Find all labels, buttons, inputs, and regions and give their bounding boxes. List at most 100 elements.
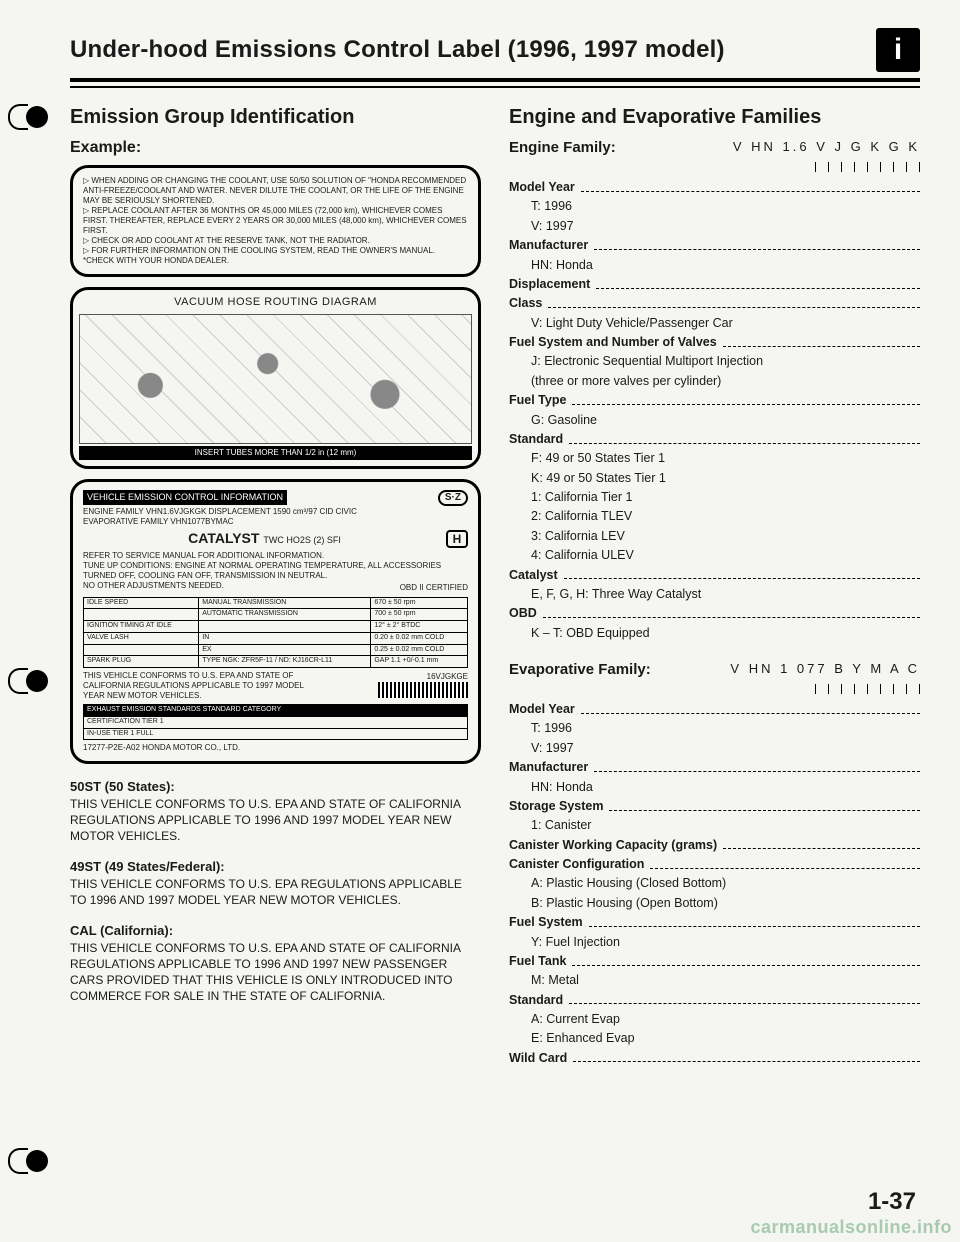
tree-key: OBD	[509, 604, 920, 623]
tree-key: Manufacturer	[509, 758, 920, 777]
tab-marker-icon	[8, 666, 54, 696]
tab-marker-icon	[8, 102, 54, 132]
engine-code: 16VJGKGE	[427, 672, 468, 681]
tree-item: 1: Canister	[509, 816, 920, 835]
tree-key: Fuel System	[509, 913, 920, 932]
tree-item: G: Gasoline	[509, 411, 920, 430]
diagram-caption: INSERT TUBES MORE THAN 1/2 in (12 mm)	[79, 446, 472, 460]
page-number: 1-37	[868, 1188, 916, 1216]
right-column: Engine and Evaporative Families Engine F…	[509, 106, 920, 1068]
veci-noadjust: NO OTHER ADJUSTMENTS NEEDED.	[83, 581, 224, 593]
tree-item: J: Electronic Sequential Multiport Injec…	[509, 352, 920, 371]
coolant-note: ▷ REPLACE COOLANT AFTER 36 MONTHS OR 45,…	[83, 206, 468, 236]
tree-key: Wild Card	[509, 1049, 920, 1068]
tree-key: Standard	[509, 991, 920, 1010]
table-row: AUTOMATIC TRANSMISSION700 ± 50 rpm	[84, 609, 468, 621]
state-heading: 49ST (49 States/Federal):	[70, 858, 481, 876]
tree-key: Storage System	[509, 797, 920, 816]
state-heading: CAL (California):	[70, 922, 481, 940]
veci-label-box: VEHICLE EMISSION CONTROL INFORMATION S·Z…	[70, 479, 481, 765]
catalyst-sub: TWC HO2S (2) SFI	[263, 535, 341, 545]
tree-key: Canister Working Capacity (grams)	[509, 836, 920, 855]
tree-item: A: Plastic Housing (Closed Bottom)	[509, 874, 920, 893]
tree-item: (three or more valves per cylinder)	[509, 372, 920, 391]
table-row: SPARK PLUGTYPE NGK: ZFR5F-11 / ND: KJ16C…	[84, 656, 468, 668]
coolant-note: ▷ WHEN ADDING OR CHANGING THE COOLANT, U…	[83, 176, 468, 206]
state-block: 50ST (50 States): THIS VEHICLE CONFORMS …	[70, 778, 481, 844]
veci-refer: REFER TO SERVICE MANUAL FOR ADDITIONAL I…	[83, 551, 468, 561]
state-block: 49ST (49 States/Federal): THIS VEHICLE C…	[70, 858, 481, 908]
tree-item: HN: Honda	[509, 778, 920, 797]
tree-item: F: 49 or 50 States Tier 1	[509, 449, 920, 468]
tree-item: A: Current Evap	[509, 1010, 920, 1029]
tree-item: 2: California TLEV	[509, 507, 920, 526]
tree-item: V: Light Duty Vehicle/Passenger Car	[509, 314, 920, 333]
tree-item: K – T: OBD Equipped	[509, 624, 920, 643]
vacuum-routing-diagram	[79, 314, 472, 444]
state-body: THIS VEHICLE CONFORMS TO U.S. EPA AND ST…	[70, 796, 481, 845]
table-row: IDLE SPEEDMANUAL TRANSMISSION670 ± 50 rp…	[84, 597, 468, 609]
emission-group-heading: Emission Group Identification	[70, 106, 481, 129]
state-body: THIS VEHICLE CONFORMS TO U.S. EPA REGULA…	[70, 876, 481, 908]
catalyst-label: CATALYST	[188, 530, 259, 546]
evap-family-head: Evaporative Family: V HN 1 077 B Y M A C	[509, 661, 920, 678]
tree-key: Standard	[509, 430, 920, 449]
cert-row: CERTIFICATION TIER 1	[84, 716, 468, 728]
obd-certified: OBD II CERTIFIED	[400, 583, 468, 593]
coolant-note: *CHECK WITH YOUR HONDA DEALER.	[83, 256, 468, 266]
part-number: 17277-P2E-A02 HONDA MOTOR CO., LTD.	[83, 743, 468, 753]
page-title: Under-hood Emissions Control Label (1996…	[70, 36, 725, 64]
barcode-icon	[378, 682, 468, 698]
honda-h-badge-icon: H	[446, 530, 468, 548]
table-row: IGNITION TIMING AT IDLE12° ± 2° BTDC	[84, 621, 468, 633]
tree-item: 4: California ULEV	[509, 546, 920, 565]
info-icon: i	[876, 28, 920, 72]
tree-item: E, F, G, H: Three Way Catalyst	[509, 585, 920, 604]
title-bar: Under-hood Emissions Control Label (1996…	[70, 28, 920, 82]
tree-item: E: Enhanced Evap	[509, 1029, 920, 1048]
veci-line: ENGINE FAMILY VHN1.6VJGKGK DISPLACEMENT …	[83, 507, 468, 517]
veci-conforms: THIS VEHICLE CONFORMS TO U.S. EPA AND ST…	[83, 671, 322, 701]
state-block: CAL (California): THIS VEHICLE CONFORMS …	[70, 922, 481, 1004]
tree-item: M: Metal	[509, 971, 920, 990]
tune-up-table: IDLE SPEEDMANUAL TRANSMISSION670 ± 50 rp…	[83, 597, 468, 669]
tree-item: B: Plastic Housing (Open Bottom)	[509, 894, 920, 913]
tree-key: Fuel Tank	[509, 952, 920, 971]
tree-key: Catalyst	[509, 566, 920, 585]
tree-item: 3: California LEV	[509, 527, 920, 546]
tree-key: Fuel System and Number of Valves	[509, 333, 920, 352]
veci-line: EVAPORATIVE FAMILY VHN1077BYMAC	[83, 517, 468, 527]
coolant-label-box: ▷ WHEN ADDING OR CHANGING THE COOLANT, U…	[70, 165, 481, 277]
example-label: Example:	[70, 139, 481, 157]
engine-family-label: Engine Family:	[509, 139, 616, 156]
tree-item: T: 1996	[509, 197, 920, 216]
families-heading: Engine and Evaporative Families	[509, 106, 920, 129]
tree-key: Displacement	[509, 275, 920, 294]
code-ticks	[815, 684, 920, 694]
engine-family-code: V HN 1.6 V J G K G K	[733, 139, 920, 156]
tree-key: Fuel Type	[509, 391, 920, 410]
tree-key: Model Year	[509, 178, 920, 197]
veci-header: VEHICLE EMISSION CONTROL INFORMATION	[83, 490, 287, 505]
engine-family-tree: Model YearT: 1996V: 1997ManufacturerHN: …	[509, 178, 920, 643]
tree-key: Class	[509, 294, 920, 313]
veci-tune: TUNE UP CONDITIONS: ENGINE AT NORMAL OPE…	[83, 561, 468, 581]
table-row: VALVE LASHIN0.20 ± 0.02 mm COLD	[84, 632, 468, 644]
evap-family-label: Evaporative Family:	[509, 661, 651, 678]
state-heading: 50ST (50 States):	[70, 778, 481, 796]
left-column: Emission Group Identification Example: ▷…	[70, 106, 481, 1068]
code-ticks	[815, 162, 920, 172]
coolant-note: ▷ CHECK OR ADD COOLANT AT THE RESERVE TA…	[83, 236, 468, 246]
tree-item: K: 49 or 50 States Tier 1	[509, 469, 920, 488]
tree-item: Y: Fuel Injection	[509, 933, 920, 952]
tab-marker-icon	[8, 1146, 54, 1176]
engine-family-head: Engine Family: V HN 1.6 V J G K G K	[509, 139, 920, 156]
sz-badge: S·Z	[438, 490, 468, 507]
coolant-note: ▷ FOR FURTHER INFORMATION ON THE COOLING…	[83, 246, 468, 256]
tree-key: Manufacturer	[509, 236, 920, 255]
diagram-title: VACUUM HOSE ROUTING DIAGRAM	[79, 296, 472, 310]
watermark: carmanualsonline.info	[750, 1217, 952, 1238]
evap-family-code: V HN 1 077 B Y M A C	[730, 661, 920, 678]
evap-family-tree: Model YearT: 1996V: 1997ManufacturerHN: …	[509, 700, 920, 1068]
tree-item: T: 1996	[509, 719, 920, 738]
